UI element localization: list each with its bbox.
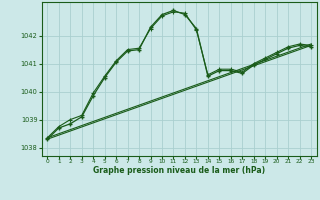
X-axis label: Graphe pression niveau de la mer (hPa): Graphe pression niveau de la mer (hPa) — [93, 166, 265, 175]
